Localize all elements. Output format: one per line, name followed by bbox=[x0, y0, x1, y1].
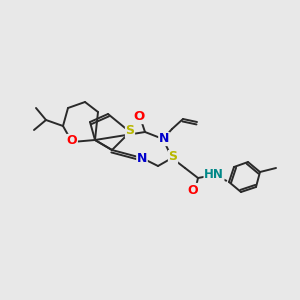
Text: HN: HN bbox=[204, 167, 224, 181]
Text: S: S bbox=[169, 151, 178, 164]
Text: S: S bbox=[125, 124, 134, 137]
Text: O: O bbox=[134, 110, 145, 124]
Text: N: N bbox=[137, 152, 147, 164]
Text: O: O bbox=[188, 184, 198, 196]
Text: O: O bbox=[67, 134, 77, 148]
Text: N: N bbox=[159, 133, 169, 146]
